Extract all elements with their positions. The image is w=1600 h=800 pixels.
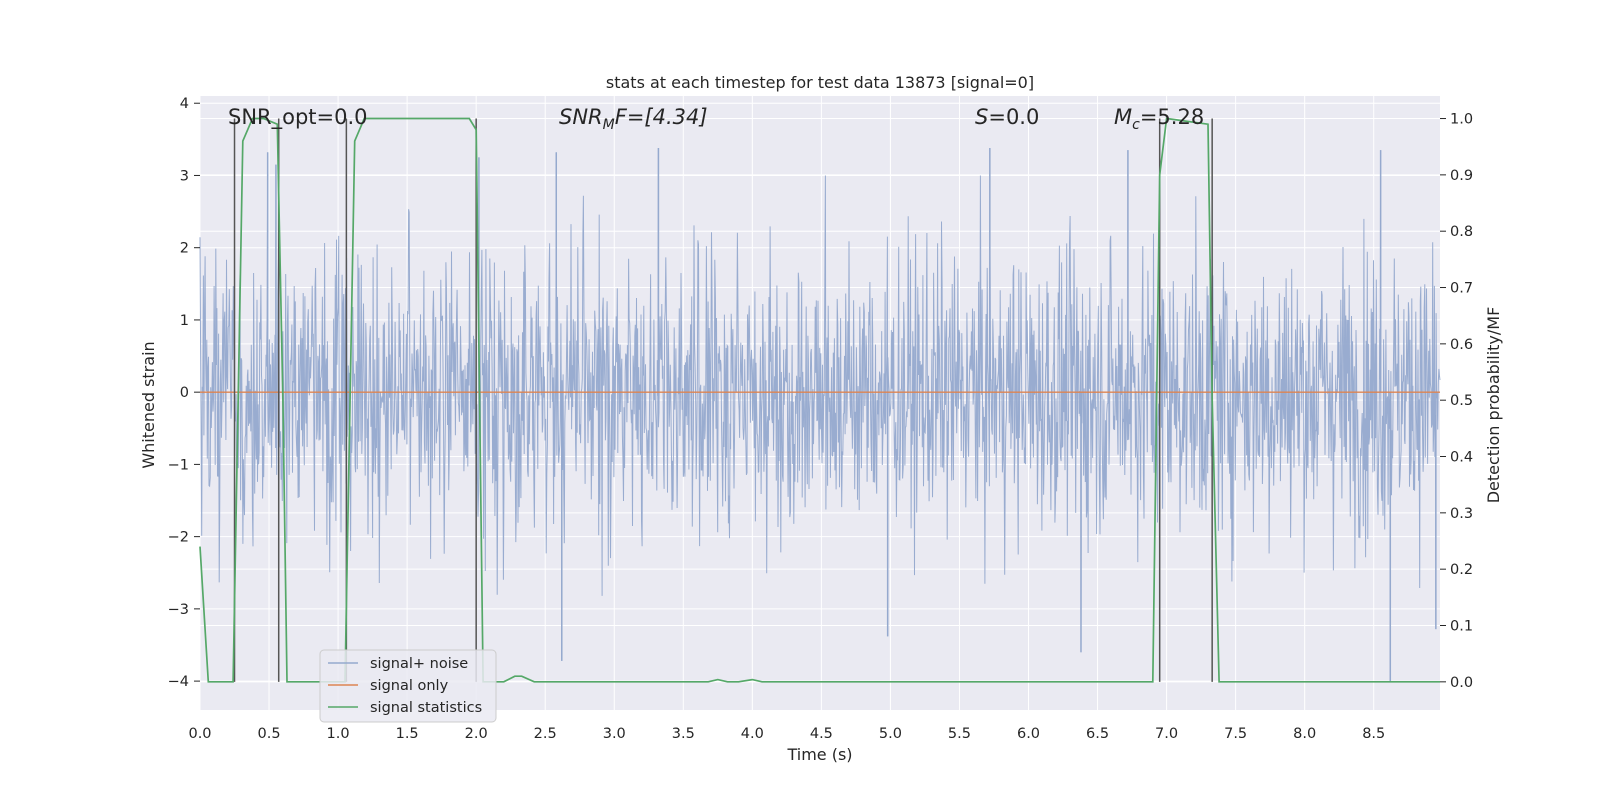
y2-tick-label: 0.0 — [1450, 675, 1473, 691]
annotation-s-rest: =0.0 — [988, 105, 1039, 129]
chart-title: stats at each timestep for test data 138… — [606, 73, 1034, 92]
annotation-s: S=0.0 — [975, 105, 1039, 129]
x-tick-label: 8.5 — [1362, 726, 1385, 742]
annotation-mc: Mc=5.28 — [1114, 105, 1204, 133]
x-tick-label: 6.0 — [1017, 726, 1040, 742]
x-tick-label: 3.0 — [603, 726, 626, 742]
x-tick-label: 6.5 — [1086, 726, 1109, 742]
x-tick-label: 0.0 — [188, 726, 211, 742]
annotation-snr-mf-sub: M — [603, 117, 615, 133]
x-tick-label: 4.0 — [741, 726, 764, 742]
x-tick-label: 5.5 — [948, 726, 971, 742]
annotation-snr-mf: SNRMF=[4.34] — [559, 105, 708, 133]
signal-noise-line — [199, 147, 1441, 682]
y-tick-label: 2 — [180, 241, 189, 257]
legend-label-signal-noise: signal+ noise — [370, 656, 468, 672]
x-tick-label: 2.5 — [534, 726, 557, 742]
y2-tick-label: 0.3 — [1450, 506, 1473, 522]
annotation-snr-mf-rest: F=[4.34] — [615, 105, 708, 129]
x-tick-label: 7.5 — [1224, 726, 1247, 742]
y2-tick-label: 0.5 — [1450, 393, 1473, 409]
annotation-snr-mf-main: SNR — [559, 105, 603, 129]
x-tick-label: 5.0 — [879, 726, 902, 742]
annotation-mc-main: M — [1114, 105, 1132, 129]
x-tick-label: 4.5 — [810, 726, 833, 742]
y-tick-label: 3 — [180, 168, 189, 184]
x-axis-label: Time (s) — [786, 745, 852, 764]
legend-box — [319, 649, 497, 723]
x-tick-label: 1.5 — [396, 726, 419, 742]
x-tick-label: 1.0 — [327, 726, 350, 742]
y2-tick-label: 0.8 — [1450, 224, 1473, 240]
y2-tick-label: 1.0 — [1450, 112, 1473, 128]
legend-label-signal-only: signal only — [370, 678, 449, 694]
signal-statistics-series — [199, 117, 1440, 683]
y-axis-label: Whitened strain — [139, 341, 158, 468]
y-tick-label: −3 — [168, 602, 189, 618]
x-tick-label: 3.5 — [672, 726, 695, 742]
y-tick-label: −1 — [168, 457, 189, 473]
x-tick-label: 2.0 — [465, 726, 488, 742]
annotation-mc-sub: c — [1132, 117, 1140, 133]
y2-tick-label: 0.1 — [1450, 619, 1473, 635]
y-tick-label: 0 — [180, 385, 189, 401]
y2-tick-label: 0.2 — [1450, 562, 1473, 578]
x-tick-label: 0.5 — [258, 726, 281, 742]
y-tick-label: −4 — [168, 674, 189, 690]
annotation-s-main: S — [975, 105, 988, 129]
signal-statistics-line — [199, 117, 1440, 683]
x-tick-label: 8.0 — [1293, 726, 1316, 742]
legend-label-signal-statistics: signal statistics — [370, 700, 482, 716]
y2-tick-label: 0.9 — [1450, 168, 1473, 184]
y2-axis-label: Detection probability/MF — [1484, 307, 1503, 504]
y-tick-label: −2 — [168, 530, 189, 546]
signal-noise-series — [199, 147, 1441, 682]
y2-tick-label: 0.7 — [1450, 281, 1473, 297]
annotation-mc-rest: =5.28 — [1140, 105, 1204, 129]
tick-labels: 0.0 0.5 1.0 1.5 2.0 2.5 3.0 3.5 4.0 4.5 5.0 5.5 6.0 6… — [168, 96, 1473, 742]
y-tick-label: 4 — [180, 96, 189, 112]
y-tick-label: 1 — [180, 313, 189, 329]
legend: signal+ noise signal only signal statist… — [319, 649, 497, 723]
x-tick-label: 7.0 — [1155, 726, 1178, 742]
y2-tick-label: 0.4 — [1450, 450, 1473, 466]
annotation-snr-opt: SNR_opt=0.0 — [228, 105, 368, 130]
y2-tick-label: 0.6 — [1450, 337, 1473, 353]
